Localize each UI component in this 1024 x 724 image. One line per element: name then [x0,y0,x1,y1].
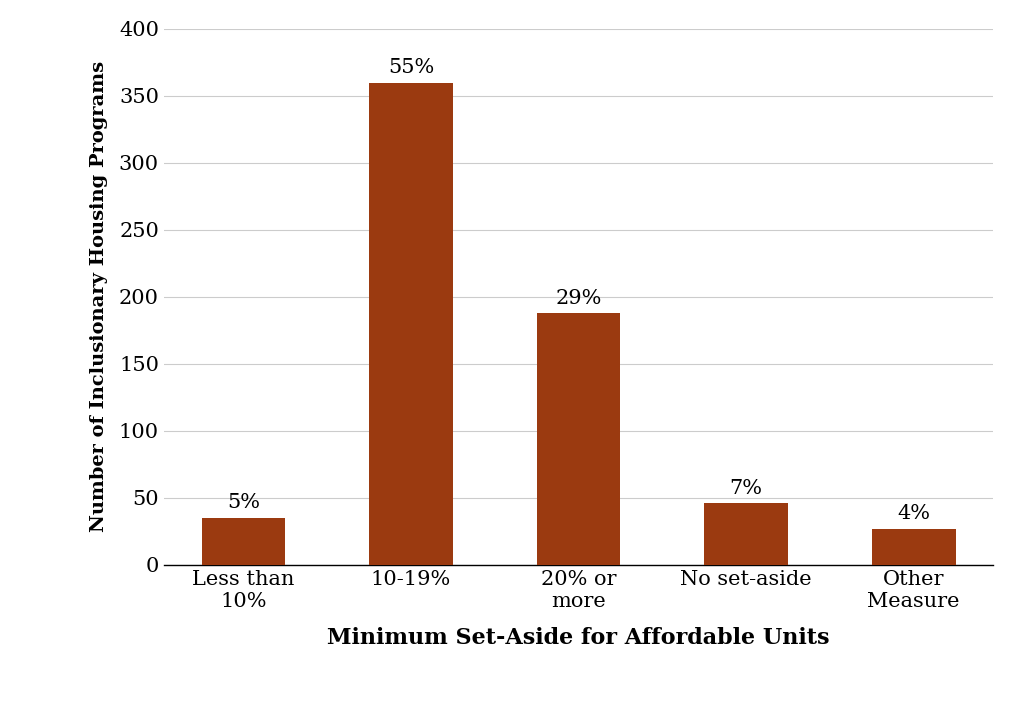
Text: 29%: 29% [555,289,602,308]
Text: 7%: 7% [730,479,763,498]
Text: 4%: 4% [897,504,930,523]
Bar [202,518,286,565]
Text: 55%: 55% [388,58,434,77]
Y-axis label: Number of Inclusionary Housing Programs: Number of Inclusionary Housing Programs [90,62,108,532]
Bar [369,83,453,565]
X-axis label: Minimum Set-Aside for Affordable Units: Minimum Set-Aside for Affordable Units [328,627,829,649]
Bar [705,503,788,565]
Bar [871,529,955,565]
Text: 5%: 5% [227,494,260,513]
Bar [537,313,621,565]
